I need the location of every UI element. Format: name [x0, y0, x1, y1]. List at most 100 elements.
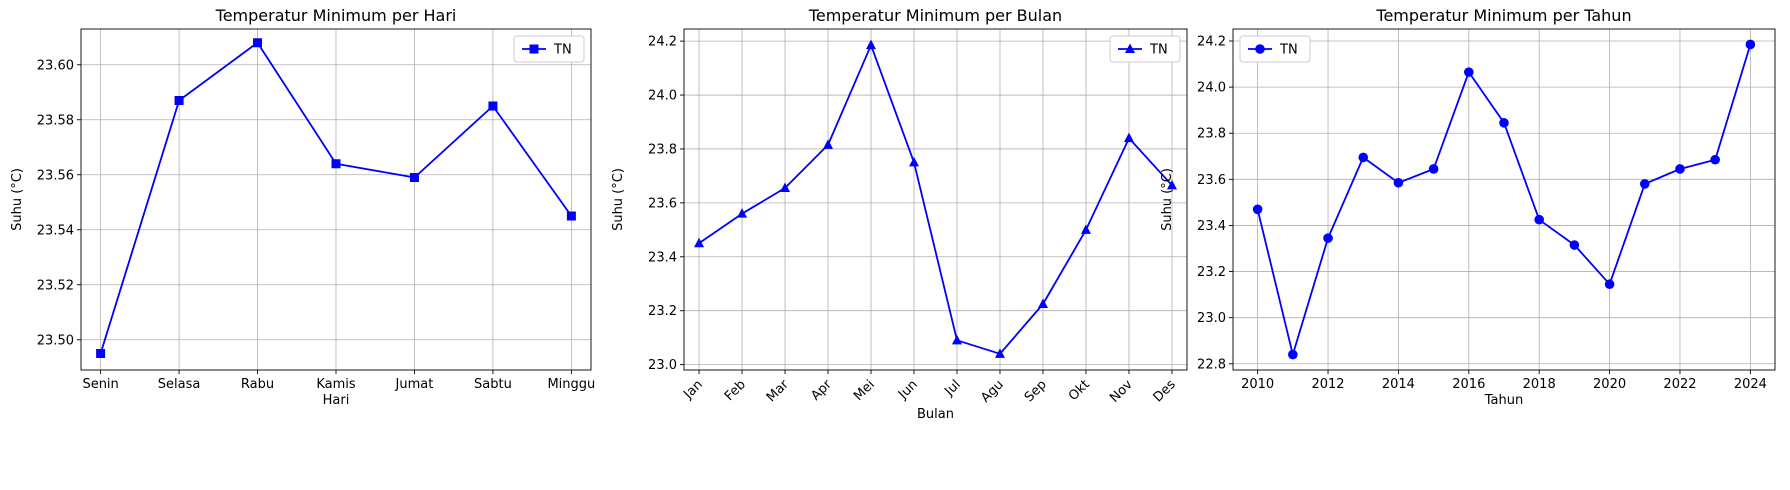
grid	[81, 29, 591, 370]
data-point	[488, 101, 498, 111]
y-tick-label: 23.54	[37, 223, 74, 238]
legend-box	[1239, 35, 1311, 63]
data-point	[409, 173, 419, 182]
x-tick-label: Nov	[1107, 377, 1136, 406]
x-tick-label: Minggu	[547, 377, 595, 392]
x-tick-label: Okt	[1066, 377, 1093, 404]
legend-marker	[1125, 43, 1135, 53]
legend-box	[1109, 35, 1181, 63]
x-tick-label: Selasa	[158, 377, 201, 392]
data-point	[1569, 240, 1580, 250]
x-tick-label: 2020	[1593, 377, 1626, 392]
data-point	[994, 348, 1005, 358]
x-tick-label: Sabtu	[474, 377, 512, 392]
data-point	[1639, 179, 1650, 189]
axes-frame	[1232, 28, 1776, 371]
y-tick-label: 23.6	[648, 196, 677, 211]
y-tick-label: 23.8	[1197, 127, 1226, 142]
data-point	[331, 159, 341, 169]
x-tick-label: 2024	[1734, 377, 1767, 392]
y-tick-label: 24.0	[648, 89, 677, 104]
y-tick-label: 23.0	[1197, 311, 1226, 326]
data-point	[1323, 233, 1333, 243]
y-tick-label: 23.4	[648, 250, 677, 265]
data-point	[737, 208, 748, 218]
y-tick-label: 23.6	[1197, 173, 1226, 188]
y-tick-label: 23.56	[37, 168, 74, 183]
legend: TN	[1109, 35, 1181, 63]
y-tick-label: 24.0	[1197, 81, 1226, 96]
data-point	[1745, 39, 1756, 50]
x-tick-label: Mar	[764, 377, 792, 405]
data-point	[1252, 204, 1263, 215]
legend-label: TN	[1149, 43, 1168, 58]
data-point	[1358, 152, 1369, 163]
legend-label: TN	[553, 43, 572, 58]
series-line	[698, 44, 1173, 355]
y-tick-label: 23.4	[1197, 219, 1226, 234]
y-tick-label: 24.2	[1197, 34, 1226, 49]
legend-marker	[1255, 44, 1265, 54]
data-point	[1604, 279, 1615, 290]
y-tick-label: 23.8	[648, 142, 677, 157]
data-point	[909, 156, 920, 167]
data-point	[1464, 67, 1474, 77]
data-point	[1080, 224, 1091, 234]
chart-2: 23.0 23.2 23.4 23.6 23.8 24.0 24.2 Jan Feb Mar Apr…	[611, 6, 1188, 422]
x-tick-label: Feb	[722, 377, 749, 404]
y-tick-label: 22.8	[1197, 357, 1226, 372]
chart-3: 22.8 23.0 23.2 23.4 23.6 23.8 24.0 24.2 2010 2012…	[1160, 6, 1776, 408]
data-point	[1166, 179, 1177, 190]
data-point	[253, 38, 263, 48]
y-tick-label: 23.0	[648, 358, 677, 373]
legend-label: TN	[1279, 43, 1298, 58]
data-point	[694, 237, 705, 248]
data-point	[96, 349, 106, 358]
data-point	[1393, 177, 1404, 188]
x-tick-label: Jumat	[395, 377, 434, 392]
x-tick-label: Senin	[82, 377, 118, 392]
data-point	[566, 211, 576, 221]
x-tick-label: 2010	[1241, 377, 1274, 392]
data-point	[1037, 298, 1048, 308]
chart-title: Temperatur Minimum per Hari	[215, 6, 457, 25]
grid	[684, 29, 1187, 370]
axes-frame	[683, 28, 1188, 371]
x-tick-label: 2016	[1452, 377, 1485, 392]
y-tick-label: 24.2	[648, 35, 677, 50]
legend: TN	[513, 35, 585, 63]
x-tick-label: Kamis	[316, 377, 356, 392]
chart-title: Temperatur Minimum per Tahun	[1375, 6, 1631, 25]
y-tick-label: 23.52	[37, 278, 74, 293]
x-tick-label: Jan	[680, 377, 705, 402]
chart-title: Temperatur Minimum per Bulan	[808, 6, 1062, 25]
x-tick-label: Rabu	[241, 377, 274, 392]
x-tick-label: 2012	[1311, 377, 1344, 392]
x-tick-label: Mei	[851, 377, 878, 404]
legend-marker	[529, 44, 539, 54]
y-tick-label: 23.60	[37, 58, 74, 73]
x-tick-label: 2014	[1382, 377, 1415, 392]
x-axis-label: Bulan	[917, 407, 954, 422]
y-axis-label: Suhu (°C)	[10, 168, 25, 231]
data-point	[1499, 118, 1509, 128]
legend: TN	[1239, 35, 1311, 63]
data-point	[866, 39, 877, 50]
x-tick-label: Sep	[1022, 377, 1050, 405]
data-point	[1123, 132, 1134, 143]
x-tick-label: Jun	[895, 377, 921, 403]
data-point	[1288, 349, 1298, 360]
data-point	[780, 182, 791, 193]
data-point	[1710, 154, 1720, 165]
data-point	[1428, 164, 1439, 174]
y-tick-label: 23.50	[37, 333, 74, 348]
x-axis-label: Tahun	[1484, 393, 1523, 408]
chart-1: 23.50 23.52 23.54 23.56 23.58 23.60 Senin Selas…	[10, 6, 595, 408]
x-tick-label: 2022	[1663, 377, 1696, 392]
data-point	[1675, 164, 1685, 174]
y-tick-label: 23.2	[648, 304, 677, 319]
grid	[1233, 29, 1775, 370]
data-point	[823, 139, 834, 149]
data-point	[951, 334, 962, 345]
